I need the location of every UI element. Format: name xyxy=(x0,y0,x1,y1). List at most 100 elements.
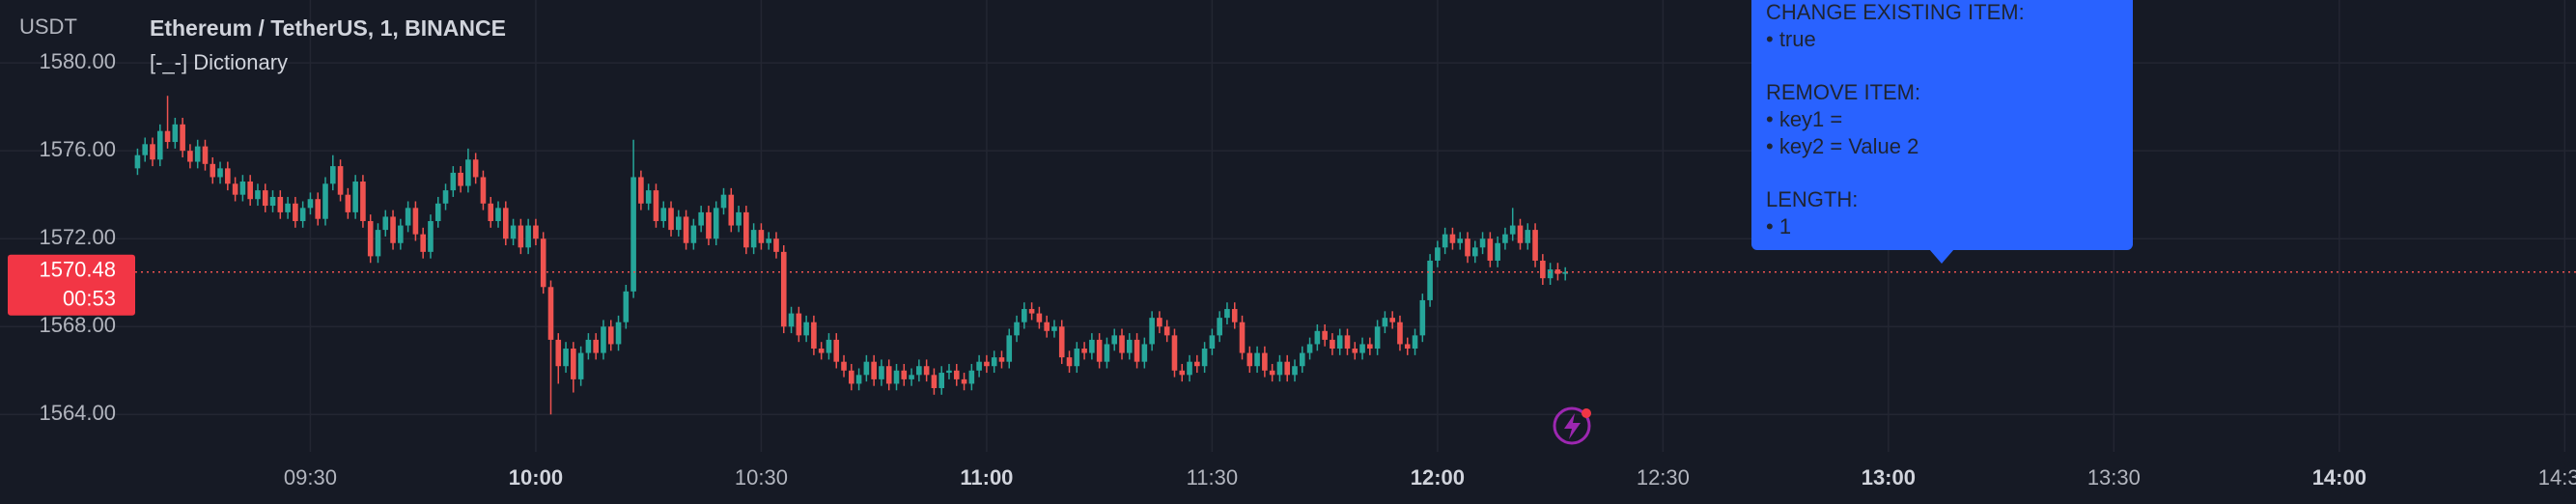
candle-body xyxy=(1157,318,1162,327)
candle-body xyxy=(1540,260,1546,279)
candle-body xyxy=(946,370,952,374)
candle-body xyxy=(1374,326,1381,350)
candle-body xyxy=(1126,339,1133,353)
candle-body xyxy=(991,357,997,367)
candle-body xyxy=(210,163,216,178)
candle-body xyxy=(337,166,344,195)
candle-body xyxy=(1066,357,1073,367)
candle-body xyxy=(134,154,141,169)
popup-box xyxy=(1751,0,2133,250)
x-tick-label: 12:00 xyxy=(1411,465,1465,490)
candle-body xyxy=(285,203,291,212)
candle-body xyxy=(1502,234,1508,243)
candle-body xyxy=(706,211,712,239)
candle-body xyxy=(390,216,396,243)
candle-body xyxy=(247,182,253,200)
x-tick-label: 13:30 xyxy=(2087,465,2141,490)
candle-body xyxy=(1397,322,1403,345)
candle-body xyxy=(510,225,517,239)
y-tick-label: 1576.00 xyxy=(39,137,116,161)
candle-body xyxy=(232,183,238,195)
candle-body xyxy=(518,225,524,248)
candle-body xyxy=(766,238,771,243)
candle-body xyxy=(953,370,960,379)
icon-bolt xyxy=(1564,413,1581,439)
candle-body xyxy=(623,291,630,322)
candle-body xyxy=(1352,349,1358,353)
candle-body xyxy=(1217,318,1222,336)
candle-body xyxy=(1306,344,1313,353)
candle-body xyxy=(1224,309,1230,319)
x-tick-label: 14:30 xyxy=(2538,465,2576,490)
candle-body xyxy=(307,199,314,209)
candle-body xyxy=(412,208,419,235)
candle-body xyxy=(961,378,967,384)
candle-body xyxy=(736,211,742,226)
candle-body xyxy=(1209,335,1216,350)
candle-body xyxy=(488,203,494,221)
candle-body xyxy=(901,370,908,379)
candle-body xyxy=(871,361,877,379)
candle-body xyxy=(1058,326,1065,358)
candle-body xyxy=(1487,238,1494,261)
candle-body xyxy=(1449,234,1456,243)
y-tick-label: 1572.00 xyxy=(39,225,116,249)
candle-body xyxy=(984,361,990,367)
candle-body xyxy=(1367,344,1373,350)
candle-body xyxy=(841,361,847,371)
candle-body xyxy=(630,177,636,292)
candle-body xyxy=(555,339,562,367)
candle-body xyxy=(442,190,449,204)
x-tick-label: 09:30 xyxy=(284,465,337,490)
candle-body xyxy=(1022,309,1027,322)
candle-body xyxy=(968,370,975,384)
candle-body xyxy=(885,366,892,384)
candle-body xyxy=(172,124,179,143)
candle-body xyxy=(1330,339,1335,350)
currency: USDT xyxy=(19,14,77,39)
candle-body xyxy=(1104,344,1110,362)
candle-body xyxy=(931,375,938,388)
candle-body xyxy=(1014,322,1020,336)
candle-body xyxy=(187,151,193,162)
y-tick-label: 1568.00 xyxy=(39,313,116,337)
candle-body xyxy=(1389,318,1395,322)
candle-body xyxy=(863,361,870,376)
x-tick-label: 11:00 xyxy=(960,465,1013,490)
candle-body xyxy=(322,183,328,219)
alert-icon xyxy=(1553,406,1591,445)
candle-body xyxy=(540,238,546,288)
x-tick-label: 11:30 xyxy=(1187,465,1238,490)
popup-heading: LENGTH: xyxy=(1766,187,1858,211)
popup-item: • key1 = xyxy=(1766,107,1842,131)
popup-pointer xyxy=(1929,249,1954,264)
candle-body xyxy=(1141,344,1148,362)
candle-body xyxy=(1471,247,1478,257)
candle-body xyxy=(1231,309,1238,322)
x-tick-label: 10:00 xyxy=(509,465,563,490)
candle-body xyxy=(1081,349,1087,353)
candle-body xyxy=(1322,330,1328,340)
candle-body xyxy=(675,216,682,231)
candle-body xyxy=(923,366,930,376)
candle-body xyxy=(818,349,825,353)
candle-body xyxy=(1119,335,1125,353)
candle-body xyxy=(938,373,945,388)
candle-body xyxy=(293,203,298,221)
candle-body xyxy=(1074,349,1080,367)
candle-body xyxy=(1336,335,1343,350)
candle-body xyxy=(601,326,606,353)
candle-body xyxy=(916,366,922,376)
candle-body xyxy=(217,168,223,178)
y-tick-label: 1564.00 xyxy=(39,401,116,425)
chart-title: Ethereum / TetherUS, 1, BINANCE xyxy=(150,15,506,41)
candle-body xyxy=(1187,361,1192,376)
popup-heading: CHANGE EXISTING ITEM: xyxy=(1766,0,2025,24)
candle-body xyxy=(405,208,411,226)
overlay: 1564.00 1568.00 1572.00 1576.00 1580.00 09:30… xyxy=(8,0,2576,490)
candle-body xyxy=(1006,335,1013,362)
candle-body xyxy=(728,194,735,226)
candle-body xyxy=(465,159,471,186)
